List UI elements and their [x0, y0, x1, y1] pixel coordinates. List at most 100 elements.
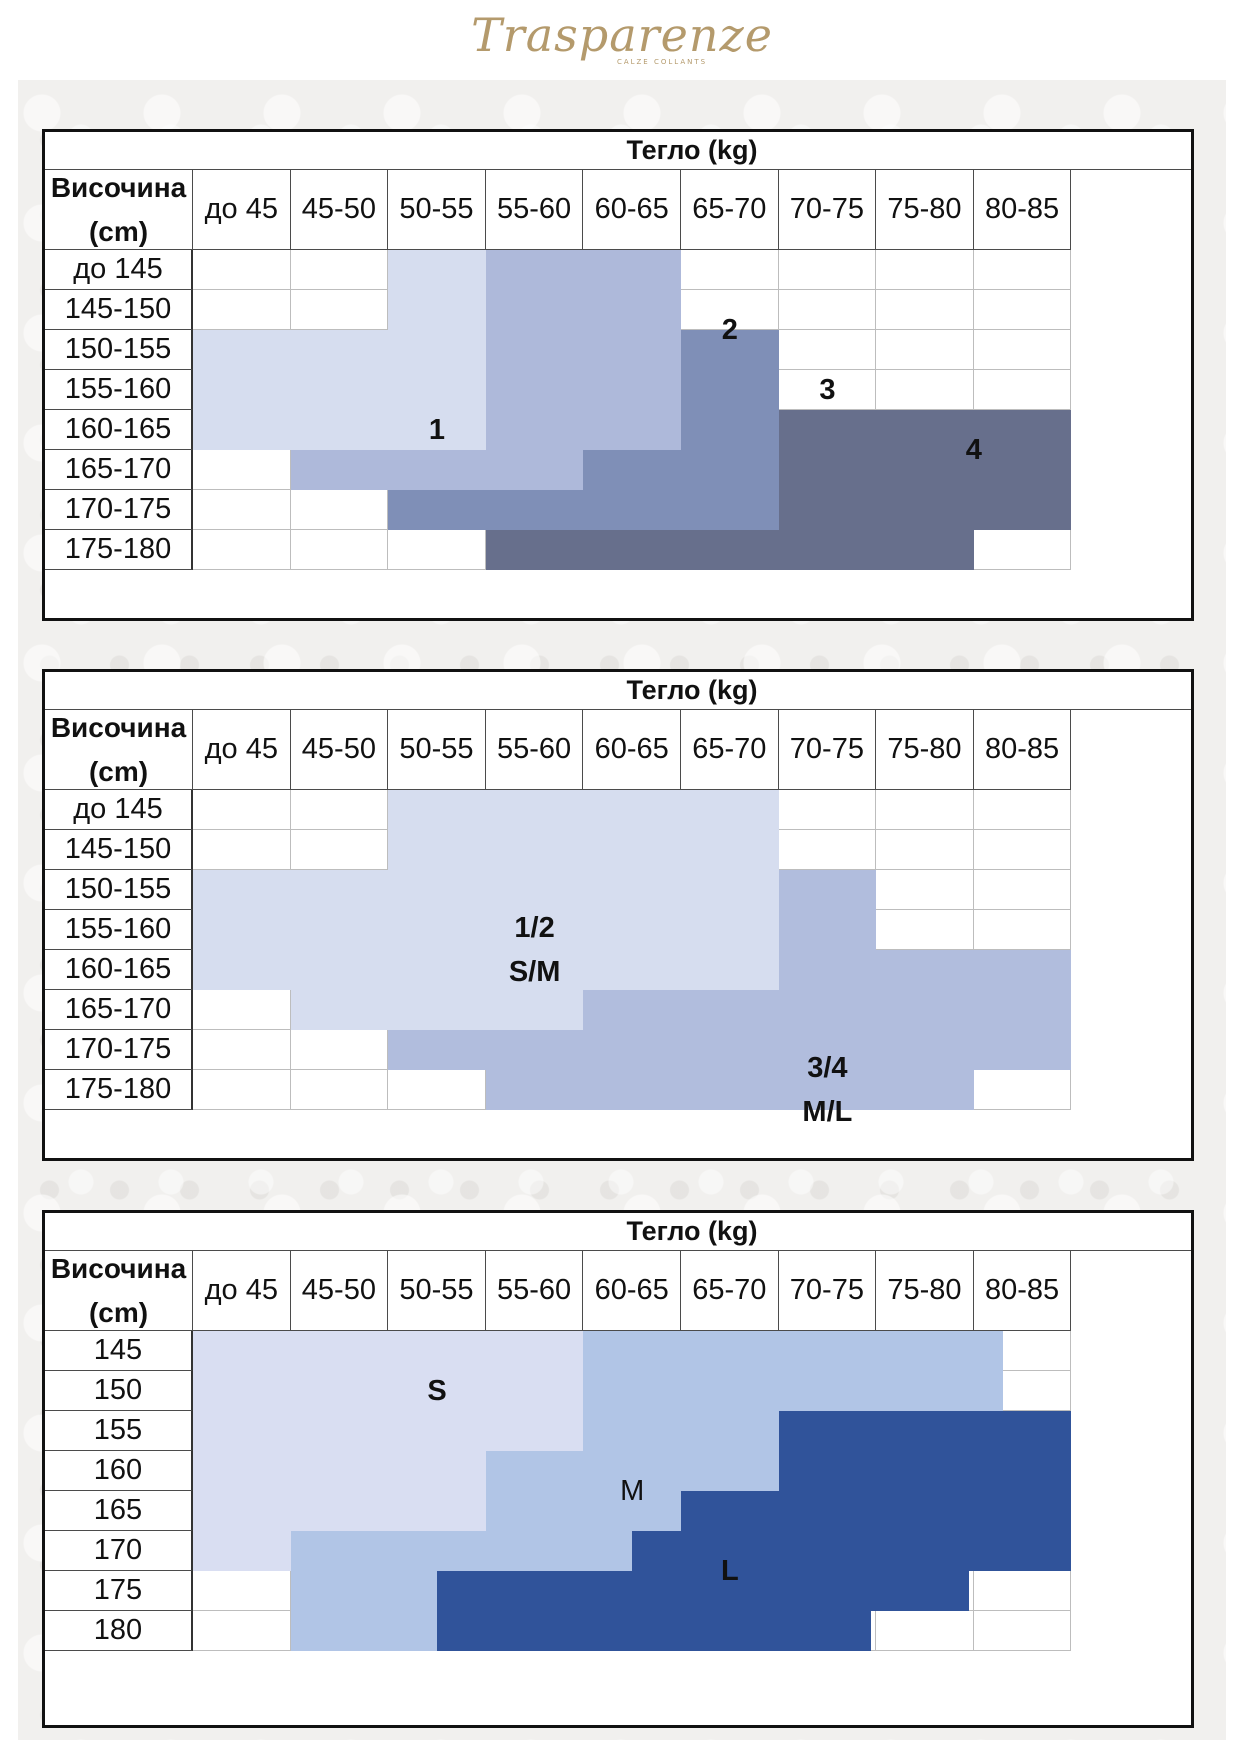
grid-cell: [778, 330, 877, 370]
size-region-2: [388, 1030, 1072, 1070]
height-row-label: 170-175: [45, 1030, 193, 1070]
height-axis-header: Височина (cm): [45, 170, 193, 250]
weight-column-header: до 45: [193, 710, 291, 790]
height-row-label: 145-150: [45, 290, 193, 330]
grid-cell: [290, 1030, 389, 1070]
grid-cell: [193, 250, 291, 290]
grid-cell: [973, 370, 1072, 410]
size-region-2: [290, 450, 584, 490]
grid-cell: [193, 530, 291, 570]
height-row-label: 145-150: [45, 830, 193, 870]
height-axis-header-line: Височина: [50, 171, 187, 203]
grid-cell: [973, 1070, 1072, 1110]
size-region-1: [290, 990, 584, 1030]
size-label: 1: [429, 408, 445, 452]
size-region-1: [193, 950, 779, 990]
size-label: 2: [722, 308, 738, 352]
grid-cell: [973, 530, 1072, 570]
grid-cell: [973, 250, 1072, 290]
weight-column-header: 70-75: [778, 1251, 877, 1331]
size-region-3: [681, 370, 779, 410]
height-row-label: 180: [45, 1611, 193, 1651]
grid-cell: [193, 1070, 291, 1110]
size-region-2: [485, 410, 681, 450]
height-axis-header: Височина (cm): [45, 1251, 193, 1331]
size-region-2: [583, 1331, 1004, 1371]
size-chart-table-1: Тегло (kg) Височина (cm) до 45 45-50 50-55 55-…: [42, 129, 1194, 621]
size-region-4: [778, 450, 1072, 490]
size-region-1: [193, 370, 486, 410]
grid-cell: [973, 1611, 1072, 1651]
title-divider: [45, 132, 193, 170]
size-region-2: [485, 330, 681, 370]
height-row-label: 160-165: [45, 950, 193, 990]
height-axis-header-line: (cm): [88, 1296, 149, 1328]
size-region-2: [485, 1070, 974, 1110]
weight-column-header: 60-65: [583, 1251, 681, 1331]
height-row-label: 155-160: [45, 370, 193, 410]
size-region-2: [778, 950, 1072, 990]
size-region-2: [583, 990, 1072, 1030]
grid-cell: [876, 870, 974, 910]
size-label: 1/2 S/M: [509, 906, 561, 994]
grid-cell: [778, 370, 877, 410]
grid-cell: [973, 1371, 1072, 1411]
grid-cell: [876, 790, 974, 830]
grid-cell: [193, 790, 291, 830]
grid-cell: [876, 370, 974, 410]
height-axis-header-line: Височина: [50, 711, 187, 743]
grid-cell: [388, 1070, 486, 1110]
height-row-label: 165-170: [45, 990, 193, 1030]
height-row-label: 170-175: [45, 490, 193, 530]
grid-cell: [778, 830, 877, 870]
weight-column-header: 65-70: [681, 710, 779, 790]
size-region-1: [193, 870, 779, 910]
grid-cell: [290, 290, 389, 330]
size-region-1: [193, 330, 486, 370]
size-region-1: [388, 830, 779, 870]
grid-cell: [193, 290, 291, 330]
height-row-label: до 145: [45, 250, 193, 290]
title-divider: [45, 1213, 193, 1251]
weight-column-header: 80-85: [973, 170, 1072, 250]
height-row-label: до 145: [45, 790, 193, 830]
grid-cell: [973, 910, 1072, 950]
grid-cell: [973, 290, 1072, 330]
weight-column-header: 65-70: [681, 1251, 779, 1331]
size-label: S: [427, 1369, 446, 1413]
grid-cell: [778, 250, 877, 290]
height-axis-header-line: Височина: [50, 1252, 187, 1284]
weight-column-header: 80-85: [973, 1251, 1072, 1331]
height-row-label: 155: [45, 1411, 193, 1451]
size-label-line: S: [427, 1375, 447, 1407]
height-row-label: 150-155: [45, 330, 193, 370]
weight-column-header: 55-60: [485, 710, 584, 790]
weight-column-header: 75-80: [876, 170, 974, 250]
weight-column-header: 80-85: [973, 710, 1072, 790]
grid-cell: [973, 1331, 1072, 1371]
size-label-line: 3: [819, 374, 836, 406]
grid-cell: [876, 330, 974, 370]
weight-column-header: 45-50: [290, 170, 389, 250]
size-region-3: [583, 450, 779, 490]
weight-axis-title: Тегло (kg): [193, 1213, 1191, 1251]
grid-cell: [290, 530, 389, 570]
grid-cell: [778, 290, 877, 330]
grid-cell: [876, 250, 974, 290]
grid-cell: [973, 1571, 1072, 1611]
size-region-2: [778, 870, 877, 910]
brand-name: Trasparenze: [471, 8, 773, 62]
title-divider: [45, 672, 193, 710]
grid-cell: [681, 290, 779, 330]
size-region-2: [778, 910, 877, 950]
height-row-label: 155-160: [45, 910, 193, 950]
size-region-1: [388, 250, 486, 290]
size-region-3: [778, 1451, 1072, 1491]
height-row-label: 175-180: [45, 530, 193, 570]
weight-column-header: 75-80: [876, 710, 974, 790]
size-region-3: [437, 1611, 872, 1651]
height-row-label: 160: [45, 1451, 193, 1491]
grid-cell: [876, 1611, 974, 1651]
height-row-label: 160-165: [45, 410, 193, 450]
size-label: 3: [819, 368, 835, 412]
